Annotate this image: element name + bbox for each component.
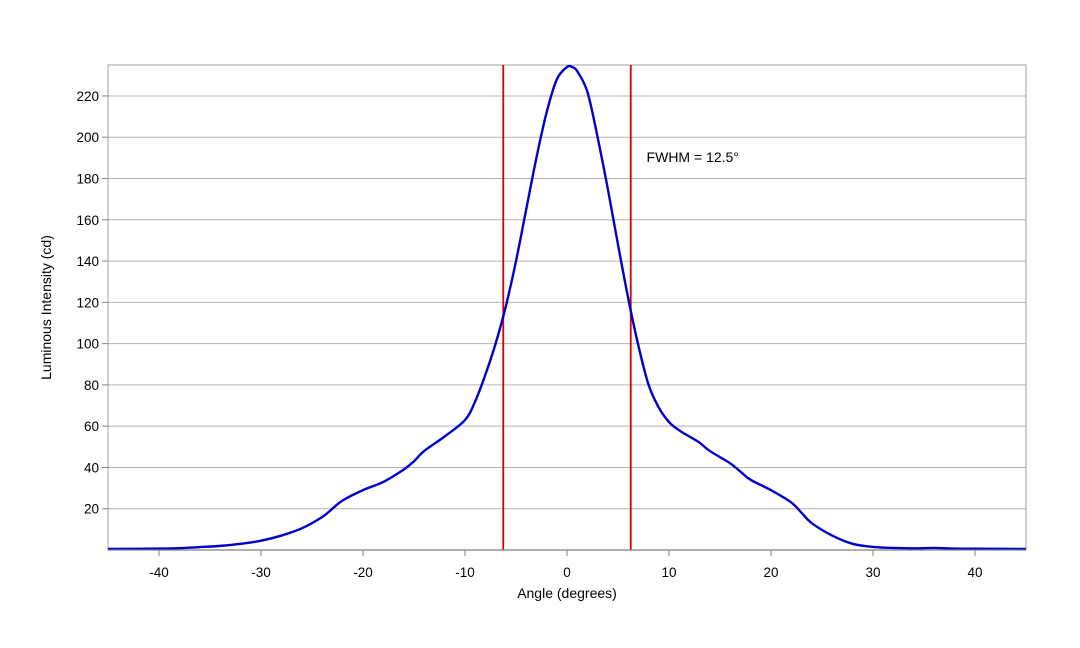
y-tick-label: 160 [76, 213, 99, 228]
y-tick-label: 40 [84, 460, 99, 475]
y-tick-label: 200 [76, 130, 99, 145]
x-tick-label: -30 [251, 565, 271, 580]
fwhm-annotation: FWHM = 12.5° [647, 149, 739, 165]
x-tick-label: -10 [455, 565, 475, 580]
y-axis-ticks: 20 40 60 80 100 120 140 160 180 200 220 [76, 89, 108, 517]
y-tick-label: 140 [76, 254, 99, 269]
gridlines [108, 95, 1026, 510]
y-tick-label: 120 [76, 295, 99, 310]
annotations: FWHM = 12.5° [647, 149, 739, 165]
series-layer [107, 64, 1027, 551]
x-tick-label: 30 [865, 565, 880, 580]
plot-area-frame [107, 64, 1027, 551]
intensity-series-line [107, 64, 1027, 551]
x-tick-label: -40 [149, 565, 169, 580]
x-tick-label: 0 [563, 565, 571, 580]
x-axis-title: Angle (degrees) [517, 585, 617, 601]
y-tick-label: 100 [76, 337, 99, 352]
x-tick-label: 40 [967, 565, 982, 580]
y-axis-title: Luminous Intensity (cd) [38, 235, 54, 380]
x-tick-label: 20 [763, 565, 778, 580]
y-tick-label: 60 [84, 419, 99, 434]
x-tick-label: -20 [353, 565, 373, 580]
x-axis-ticks: -40 -30 -20 -10 0 10 20 30 40 [108, 549, 1026, 580]
fwhm-markers [502, 65, 632, 550]
y-tick-label: 80 [84, 378, 99, 393]
y-tick-label: 220 [76, 89, 99, 104]
y-tick-label: 20 [84, 502, 99, 517]
x-tick-label: 10 [661, 565, 676, 580]
y-tick-label: 180 [76, 172, 99, 187]
